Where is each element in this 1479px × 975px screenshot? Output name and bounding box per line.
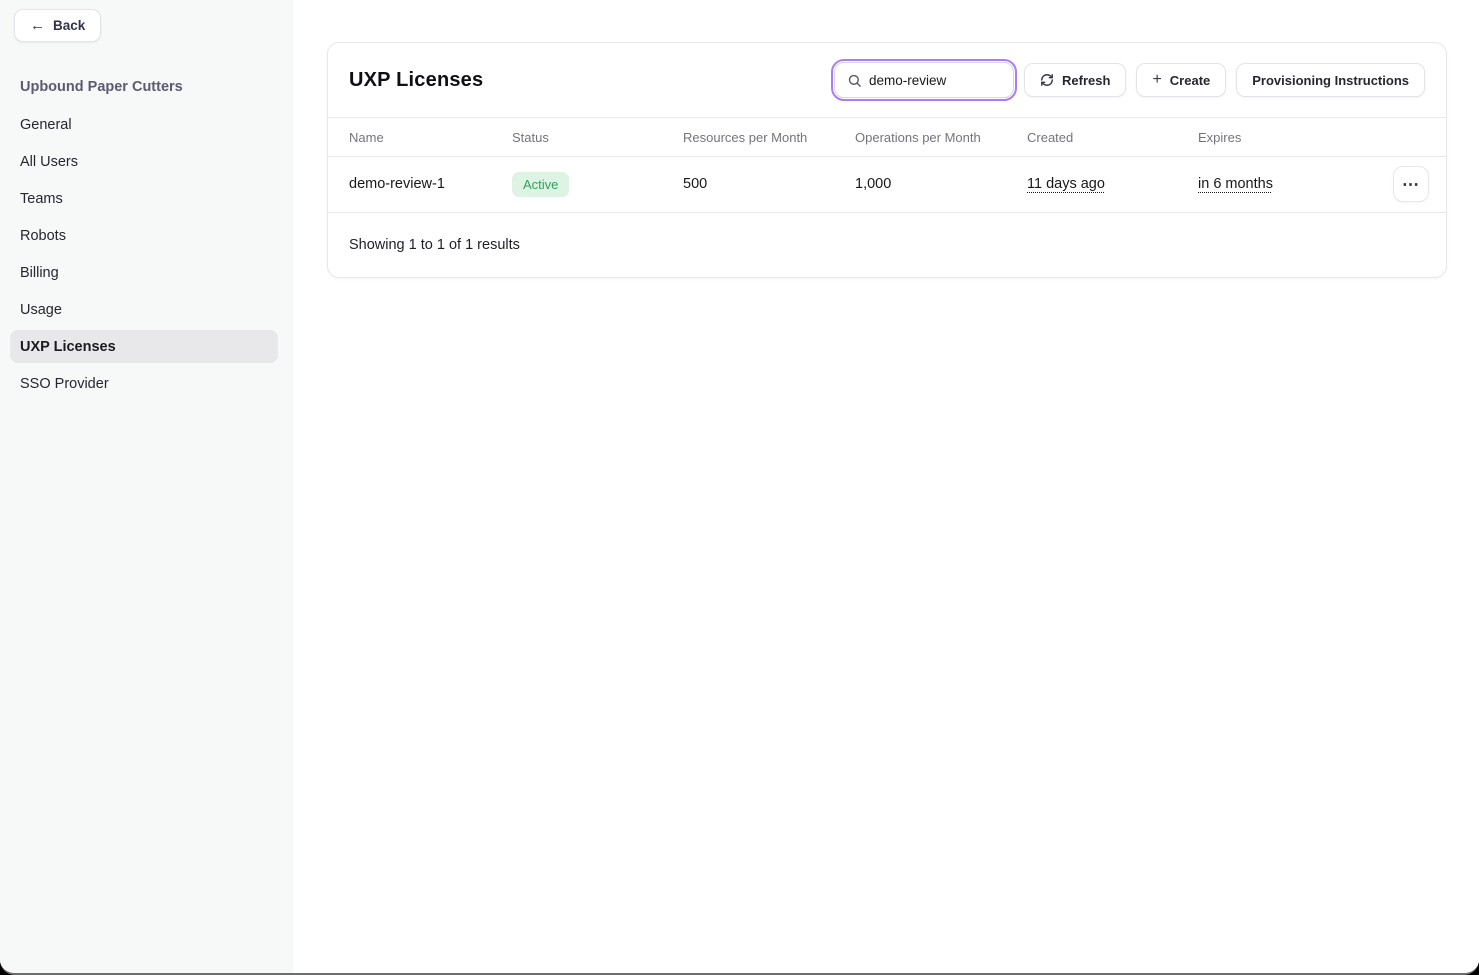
sidebar-item-all-users[interactable]: All Users [20,153,79,170]
table-row: demo-review-1 Active 500 1,000 11 days a… [328,157,1446,212]
column-header-resources: Resources per Month [662,117,834,157]
back-button[interactable]: ← Back [14,9,102,42]
column-header-expires: Expires [1177,117,1348,157]
left-arrow-icon: ← [30,17,45,34]
main-content: UXP Licenses [293,0,1479,973]
resources-per-month-value: 500 [683,176,708,193]
sidebar-item-uxp-licenses[interactable]: UXP Licenses [10,330,278,363]
column-header-name: Name [328,117,491,157]
licenses-table: Name Status Resources per Month Operatio… [328,117,1446,212]
sidebar-item-teams[interactable]: Teams [20,190,63,207]
license-name: demo-review-1 [349,176,445,193]
column-header-actions [1348,117,1446,157]
column-header-operations: Operations per Month [834,117,1006,157]
sidebar-item-sso-provider[interactable]: SSO Provider [20,375,109,392]
refresh-button[interactable]: Refresh [1024,63,1127,97]
sidebar-nav: General All Users Teams Robots Billing U… [10,108,278,400]
ellipsis-icon: ⋯ [1402,174,1420,194]
settings-sidebar: ← Back Upbound Paper Cutters General All… [0,0,293,973]
status-badge: Active [512,171,570,197]
sidebar-item-billing[interactable]: Billing [20,264,59,281]
search-input[interactable] [869,72,1002,88]
row-actions-button[interactable]: ⋯ [1393,166,1429,203]
refresh-button-label: Refresh [1062,72,1111,88]
license-search-box [831,59,1018,101]
provisioning-instructions-button[interactable]: Provisioning Instructions [1236,63,1425,97]
create-button-label: Create [1169,72,1211,88]
table-header: Name Status Resources per Month Operatio… [328,117,1446,157]
column-header-created: Created [1006,117,1177,157]
back-button-label: Back [53,18,86,33]
refresh-icon [1041,74,1053,86]
sidebar-item-robots[interactable]: Robots [20,227,66,244]
search-icon [848,74,861,87]
page-title: UXP Licenses [349,68,484,91]
sidebar-item-usage[interactable]: Usage [20,301,62,318]
header-actions: Refresh + Create Provisioning Instructio… [831,59,1425,101]
create-button[interactable]: + Create [1136,63,1227,97]
operations-per-month-value: 1,000 [855,176,892,193]
sidebar-item-general[interactable]: General [20,116,72,133]
column-header-status: Status [491,117,662,157]
uxp-licenses-card: UXP Licenses [327,42,1447,278]
org-name-heading: Upbound Paper Cutters [20,79,183,95]
expires-relative-time[interactable]: in 6 months [1198,176,1273,193]
created-relative-time[interactable]: 11 days ago [1027,176,1105,193]
provisioning-instructions-label: Provisioning Instructions [1252,72,1409,88]
results-summary: Showing 1 to 1 of 1 results [328,211,1446,277]
plus-icon: + [1152,71,1162,88]
card-header: UXP Licenses [328,43,1446,117]
